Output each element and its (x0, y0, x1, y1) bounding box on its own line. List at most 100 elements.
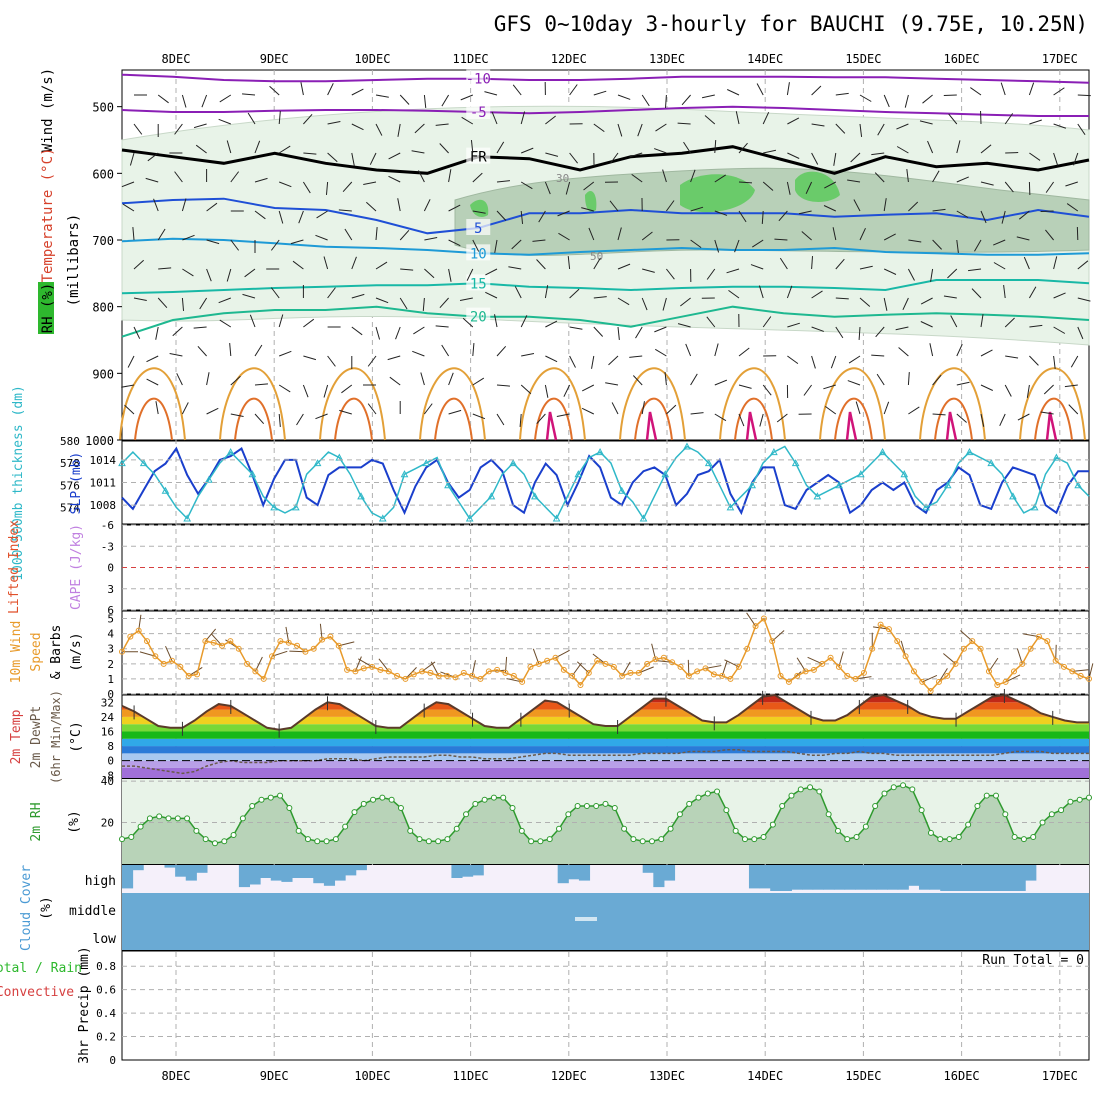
wind-barb (508, 266, 522, 270)
wind-barb (351, 123, 364, 131)
lifted-axis-label: Lifted Index (7, 520, 22, 614)
wind-speed-marker (527, 663, 534, 670)
cloud-high-bar (802, 865, 814, 890)
pressure-tick-label: 900 (92, 367, 114, 381)
wind-barb (254, 413, 265, 424)
wind-barb (904, 94, 909, 108)
thickness-marker (900, 470, 909, 478)
wind-barb (1053, 292, 1066, 299)
upper-air-group: -10 -5 FR 5 10 15 20 30 50 500 600 700 800 900 1000 Win… (38, 68, 1091, 448)
wind-barb (883, 297, 888, 311)
rh-marker (853, 834, 860, 841)
precip-convective-label: Convective (0, 985, 74, 1000)
wind-barb (303, 114, 313, 125)
wind-barb (947, 268, 958, 279)
isotherm-label-bg (466, 69, 491, 86)
wind-barb (662, 297, 667, 311)
x-tick-label-top: 17DEC (1042, 52, 1078, 66)
wind-barb (375, 123, 383, 136)
wind-tick-label: 0 (107, 688, 114, 701)
wind-barb (375, 227, 378, 241)
rh-marker (1076, 796, 1083, 803)
wind-barb (617, 227, 622, 241)
wind-barb (932, 208, 946, 212)
rh-marker (379, 794, 386, 801)
thickness-marker (813, 492, 822, 500)
rh-tick-label: 20 (101, 817, 114, 830)
rh-shade-70 (795, 171, 840, 202)
thickness-marker (726, 503, 735, 511)
isotherm-35 (845, 411, 858, 441)
cloud-gap (575, 917, 597, 921)
wind-barb (641, 94, 650, 107)
wind-barb (146, 355, 159, 363)
cloud-high-bar (642, 865, 654, 873)
cloud-high-bar (557, 865, 569, 884)
wind-barb (581, 407, 595, 415)
wind-barb (459, 297, 473, 301)
wind10-axis-label: & Barbs (49, 625, 64, 680)
wind-speed-marker (477, 675, 484, 682)
wind-barb (956, 344, 963, 357)
wind-speed-marker (985, 668, 992, 675)
wind-speed-marker (327, 633, 334, 640)
cape-axis-label: CAPE (J/kg) (69, 524, 84, 610)
rh-marker (332, 836, 339, 843)
wind-speed-marker (644, 660, 651, 667)
wind-barb (611, 402, 619, 415)
temp-line (121, 693, 1089, 731)
wind-barb (993, 262, 1006, 270)
rh-marker (509, 805, 516, 812)
cloud-high-bar (451, 865, 463, 878)
rh-axis-label: RH (%) (40, 283, 56, 334)
precip-axis-label: 3hr Precip (mm) (77, 946, 92, 1063)
wind-barb (883, 268, 897, 275)
wind-barb (496, 413, 505, 426)
wind-speed-marker (877, 621, 884, 628)
cloud-high-bar (238, 865, 251, 888)
wind-barb (714, 139, 717, 154)
rh-marker (1058, 807, 1065, 814)
wind-barb (375, 94, 389, 98)
rh-shade-50 (454, 167, 1090, 256)
rh-marker (583, 802, 590, 809)
x-tick-label-bottom: 9DEC (260, 1069, 289, 1083)
cloud-high-bar (855, 865, 867, 890)
wind-barb (366, 201, 377, 212)
wind-speed-line (121, 617, 1090, 693)
isotherm-label-bg (466, 103, 491, 119)
rh-marker (239, 815, 246, 822)
wind-barb (666, 268, 675, 280)
wind-barb (520, 181, 533, 190)
wind-barb (1077, 297, 1091, 302)
wind-barb (435, 325, 449, 328)
wind-barb (424, 268, 435, 279)
wind-speed-marker (219, 642, 226, 649)
wind-barb (704, 115, 716, 125)
thickness-line (121, 445, 1090, 521)
wind-barb (714, 210, 728, 216)
wind-barb (683, 141, 692, 154)
wind-speed-marker (552, 654, 559, 661)
isotherm-line (121, 73, 1090, 84)
cloud-high-bar (122, 865, 134, 889)
wind-barb (1053, 256, 1058, 270)
rh2m-axis-label: 2m RH (29, 802, 44, 841)
wind-speed-marker (427, 669, 434, 676)
wind-barb (327, 152, 338, 163)
cloud-low-mid (122, 893, 1089, 950)
wind-barb (351, 293, 365, 299)
x-tick-label-top: 14DEC (747, 52, 783, 66)
wind-speed-marker (127, 633, 134, 640)
wind-barb (290, 239, 304, 245)
wind-barb (206, 268, 212, 282)
isotherm-label: 20 (470, 310, 487, 326)
thickness-marker (835, 481, 843, 489)
cloud-high-bar (302, 865, 314, 878)
wind-barb (303, 355, 317, 361)
wind-barb (1053, 87, 1065, 96)
thickness-marker (531, 492, 539, 500)
lifted-tick-label: -3 (101, 540, 114, 553)
wind-barb (270, 239, 280, 251)
wind-barb (302, 181, 311, 194)
